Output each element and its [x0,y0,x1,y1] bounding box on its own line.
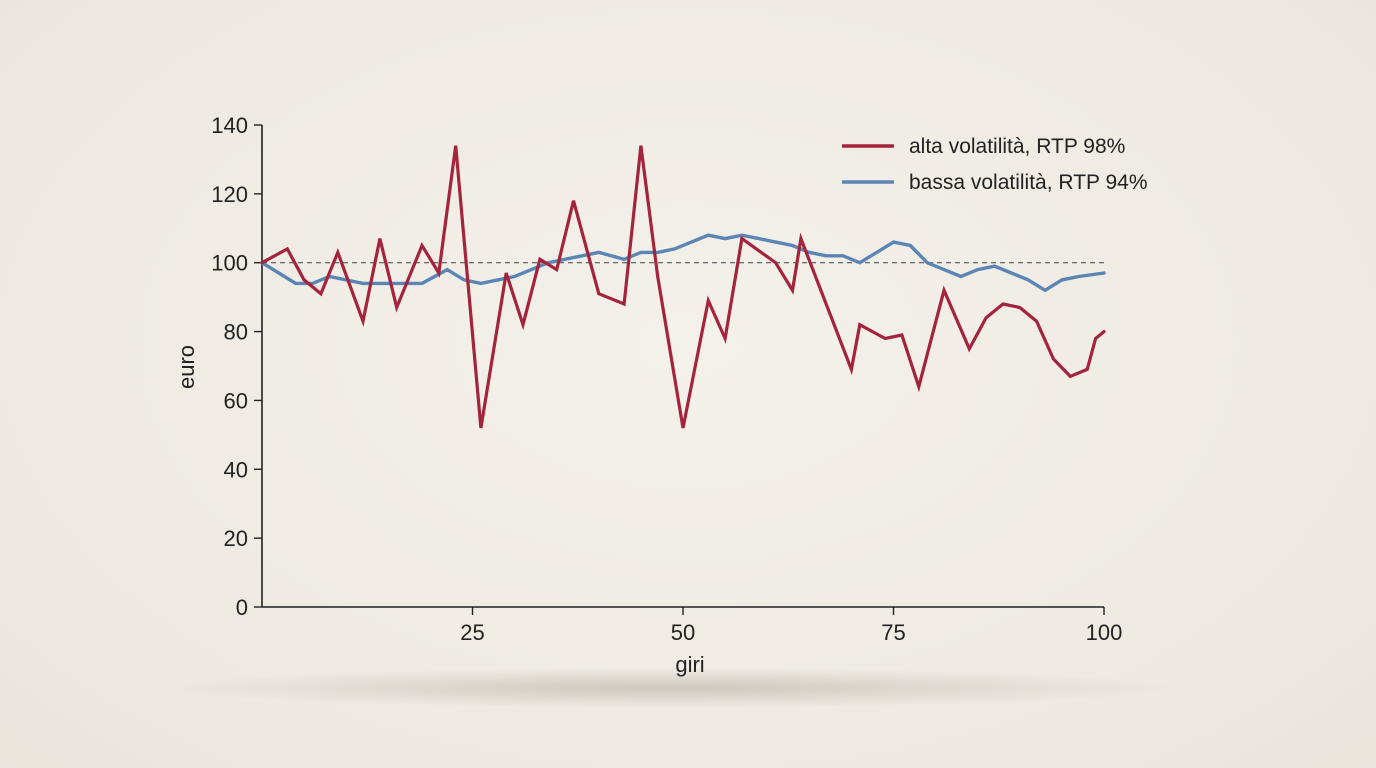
series-line-0 [260,145,1106,429]
legend: alta volatilità, RTP 98% bassa volatilità… [842,135,1148,194]
y-tick-label: 120 [211,182,248,207]
x-axis-label: giri [675,652,704,677]
axes: 0 20 40 60 80 100 120 140 25 50 75 100 [211,113,1122,645]
x-tick-label: 25 [460,620,484,645]
y-tick-label: 140 [211,113,248,138]
y-tick-label: 20 [224,526,248,551]
series-group [260,145,1106,429]
y-tick-label: 100 [211,251,248,276]
x-tick-label: 75 [881,620,905,645]
y-tick-label: 60 [224,388,248,413]
y-tick-label: 0 [236,595,248,620]
chart-shadow [170,668,1170,708]
legend-label-1: bassa volatilità, RTP 94% [909,171,1148,194]
x-tick-label: 100 [1086,620,1123,645]
x-tick-label: 50 [671,620,695,645]
y-axis-label: euro [174,345,199,389]
legend-label-0: alta volatilità, RTP 98% [909,135,1125,158]
y-tick-label: 80 [224,320,248,345]
y-tick-label: 40 [224,457,248,482]
